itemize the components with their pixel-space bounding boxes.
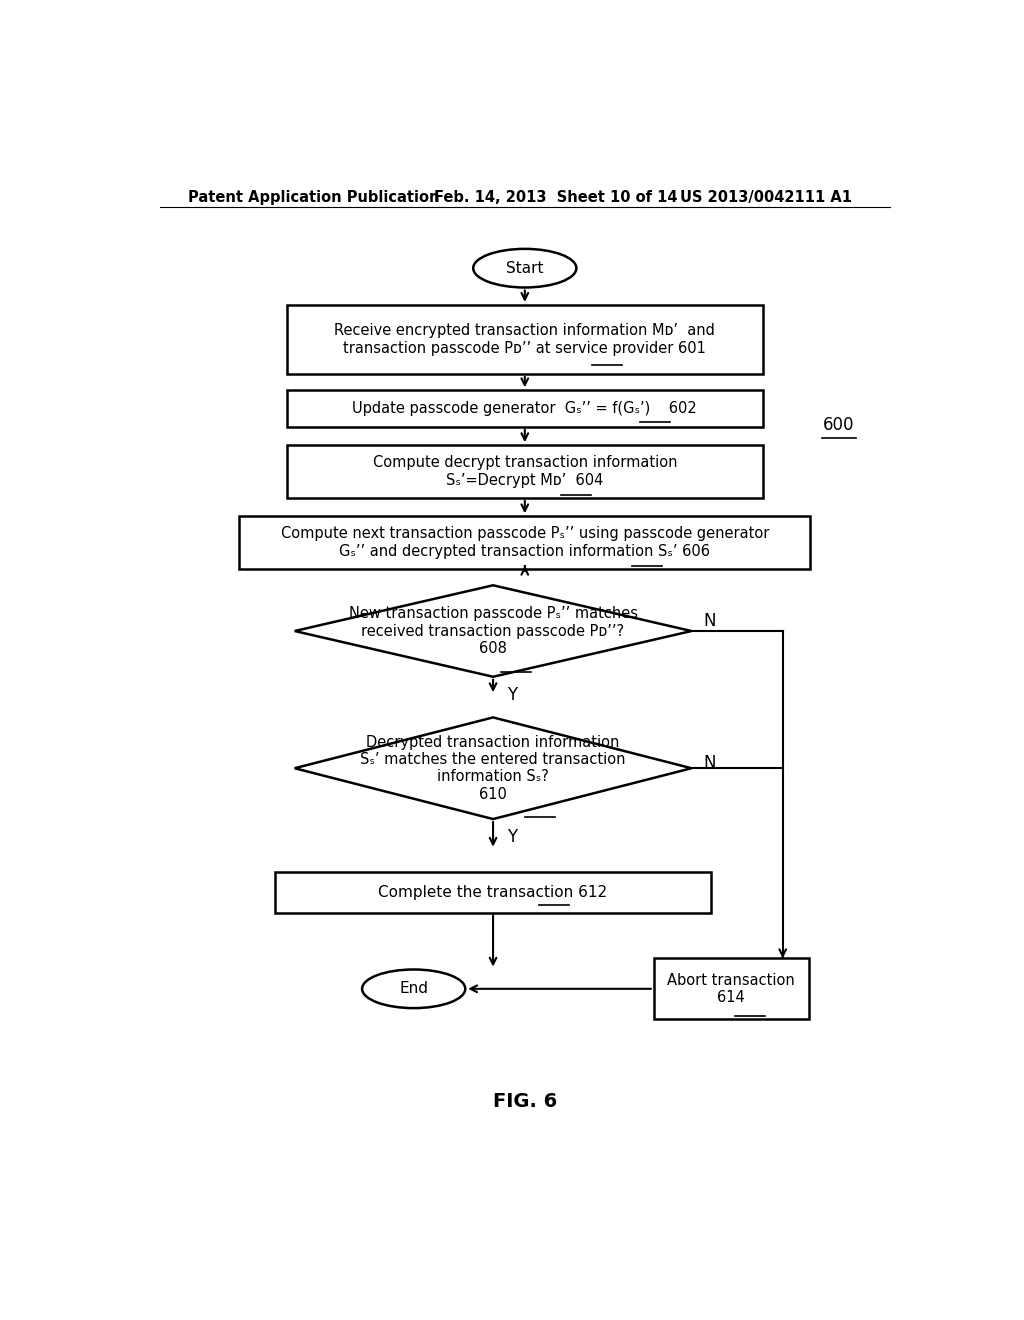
Text: Compute decrypt transaction information
Sₛ’=Decrypt Mᴅ’  604: Compute decrypt transaction information … — [373, 455, 677, 487]
Text: End: End — [399, 981, 428, 997]
Text: Feb. 14, 2013  Sheet 10 of 14: Feb. 14, 2013 Sheet 10 of 14 — [433, 190, 677, 205]
Text: Abort transaction
614: Abort transaction 614 — [668, 973, 795, 1005]
Bar — [653, 958, 809, 1019]
Text: Patent Application Publication: Patent Application Publication — [187, 190, 439, 205]
Text: Y: Y — [507, 686, 517, 704]
Bar — [240, 516, 811, 569]
Bar — [287, 445, 763, 498]
Bar — [287, 305, 763, 374]
Text: Receive encrypted transaction information Mᴅ’  and
transaction passcode Pᴅ’’ at : Receive encrypted transaction informatio… — [335, 323, 715, 355]
Text: FIG. 6: FIG. 6 — [493, 1092, 557, 1111]
Text: N: N — [703, 754, 716, 772]
Text: N: N — [703, 612, 716, 630]
Text: Y: Y — [507, 829, 517, 846]
Text: New transaction passcode Pₛ’’ matches
received transaction passcode Pᴅ’’?
608: New transaction passcode Pₛ’’ matches re… — [348, 606, 638, 656]
Bar — [287, 391, 763, 426]
Text: Update passcode generator  Gₛ’’ = f(Gₛ’)    602: Update passcode generator Gₛ’’ = f(Gₛ’) … — [352, 401, 697, 416]
Bar — [274, 873, 712, 912]
Text: 600: 600 — [822, 416, 854, 434]
Text: Decrypted transaction information
Sₛ’ matches the entered transaction
informatio: Decrypted transaction information Sₛ’ ma… — [360, 735, 626, 801]
Text: Compute next transaction passcode Pₛ’’ using passcode generator
Gₛ’’ and decrypt: Compute next transaction passcode Pₛ’’ u… — [281, 527, 769, 558]
Text: Complete the transaction 612: Complete the transaction 612 — [379, 884, 607, 900]
Text: US 2013/0042111 A1: US 2013/0042111 A1 — [680, 190, 852, 205]
Text: Start: Start — [506, 260, 544, 276]
